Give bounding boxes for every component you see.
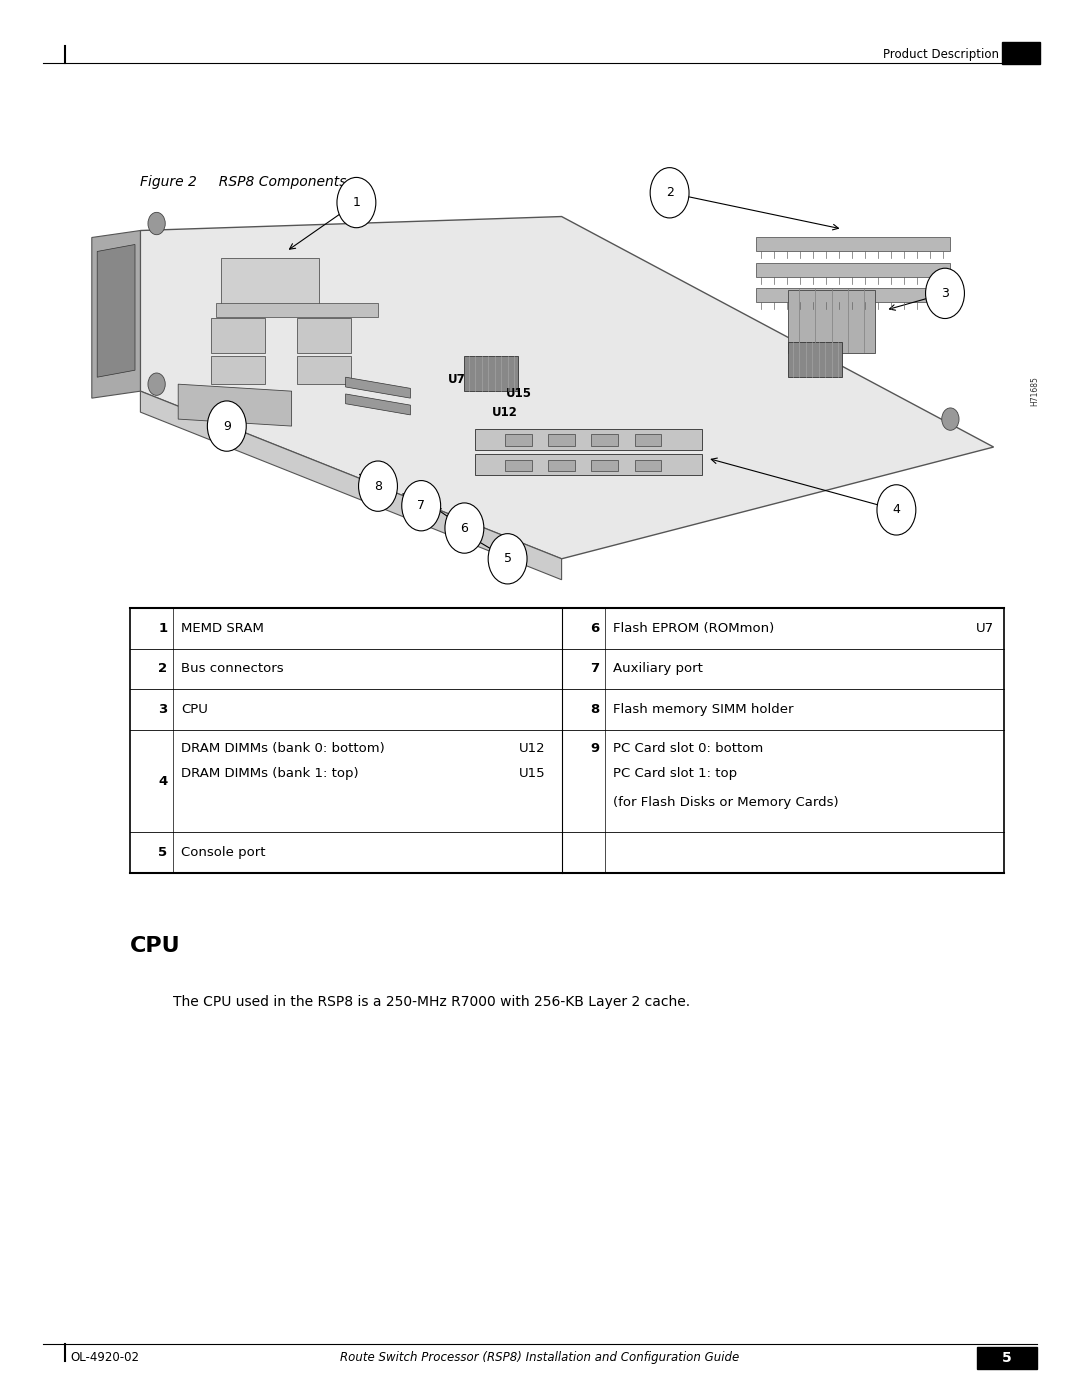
Text: 4: 4 (892, 503, 901, 517)
Text: 7: 7 (591, 662, 599, 675)
Text: PC Card slot 1: top: PC Card slot 1: top (613, 767, 738, 780)
Text: 1: 1 (352, 196, 361, 210)
Polygon shape (592, 434, 618, 446)
Text: 1: 1 (159, 622, 167, 634)
Polygon shape (92, 231, 140, 398)
Text: Product Description: Product Description (883, 47, 999, 61)
Circle shape (207, 401, 246, 451)
Polygon shape (211, 356, 265, 384)
Text: Figure 2     RSP8 Components: Figure 2 RSP8 Components (140, 175, 347, 189)
Polygon shape (504, 434, 531, 446)
Text: U15: U15 (505, 387, 531, 401)
Circle shape (650, 168, 689, 218)
Polygon shape (346, 377, 410, 398)
Text: DRAM DIMMs (bank 1: top): DRAM DIMMs (bank 1: top) (181, 767, 359, 780)
Text: OL-4920-02: OL-4920-02 (70, 1351, 139, 1365)
Text: Console port: Console port (181, 847, 266, 859)
Circle shape (359, 461, 397, 511)
Text: U12: U12 (491, 405, 517, 419)
Text: 7: 7 (417, 499, 426, 513)
Polygon shape (140, 217, 994, 559)
Text: Flash EPROM (ROMmon): Flash EPROM (ROMmon) (613, 622, 774, 634)
Text: Auxiliary port: Auxiliary port (613, 662, 703, 675)
Circle shape (445, 503, 484, 553)
Text: PC Card slot 0: bottom: PC Card slot 0: bottom (613, 742, 764, 754)
Text: 2: 2 (159, 662, 167, 675)
Polygon shape (756, 263, 950, 277)
Polygon shape (297, 319, 351, 352)
Text: 5: 5 (503, 552, 512, 566)
Polygon shape (297, 356, 351, 384)
Text: Route Switch Processor (RSP8) Installation and Configuration Guide: Route Switch Processor (RSP8) Installati… (340, 1351, 740, 1365)
Text: 8: 8 (590, 703, 599, 717)
Text: U15: U15 (518, 767, 545, 780)
Text: Flash memory SIMM holder: Flash memory SIMM holder (613, 703, 794, 717)
Polygon shape (475, 429, 702, 450)
Text: CPU: CPU (181, 703, 208, 717)
Text: 9: 9 (222, 419, 231, 433)
Polygon shape (592, 460, 618, 471)
Text: 6: 6 (590, 622, 599, 634)
Polygon shape (549, 434, 576, 446)
Polygon shape (504, 460, 531, 471)
Text: DRAM DIMMs (bank 0: bottom): DRAM DIMMs (bank 0: bottom) (181, 742, 386, 754)
Text: 5: 5 (1001, 1351, 1012, 1365)
Polygon shape (464, 356, 518, 391)
Text: Bus connectors: Bus connectors (181, 662, 284, 675)
Polygon shape (788, 291, 875, 352)
Polygon shape (475, 454, 702, 475)
Text: The CPU used in the RSP8 is a 250-MHz R7000 with 256-KB Layer 2 cache.: The CPU used in the RSP8 is a 250-MHz R7… (173, 995, 690, 1009)
Polygon shape (635, 434, 661, 446)
Polygon shape (788, 342, 842, 377)
Text: H71685: H71685 (1030, 376, 1039, 407)
Text: 5: 5 (159, 847, 167, 859)
Bar (1002, 42, 1040, 64)
Polygon shape (346, 394, 410, 415)
Polygon shape (635, 460, 661, 471)
Text: 3: 3 (158, 703, 167, 717)
Circle shape (926, 268, 964, 319)
Text: 6: 6 (460, 521, 469, 535)
Polygon shape (216, 303, 378, 317)
Text: 8: 8 (374, 479, 382, 493)
Circle shape (337, 177, 376, 228)
Circle shape (402, 481, 441, 531)
Polygon shape (97, 244, 135, 377)
Polygon shape (178, 384, 292, 426)
Text: 4: 4 (158, 775, 167, 788)
Bar (977, 1347, 1037, 1369)
Polygon shape (221, 258, 319, 314)
Text: MEMD SRAM: MEMD SRAM (181, 622, 265, 634)
Text: U7: U7 (975, 622, 994, 634)
Circle shape (488, 534, 527, 584)
Text: 3: 3 (941, 286, 949, 300)
Circle shape (148, 373, 165, 395)
Text: CPU: CPU (130, 936, 180, 956)
Polygon shape (140, 391, 562, 580)
Text: U7: U7 (448, 373, 465, 387)
Circle shape (877, 485, 916, 535)
Text: 2: 2 (665, 186, 674, 200)
Polygon shape (756, 237, 950, 251)
Text: 9: 9 (591, 742, 599, 754)
Circle shape (148, 212, 165, 235)
Text: U12: U12 (518, 742, 545, 754)
Circle shape (942, 408, 959, 430)
Polygon shape (211, 319, 265, 352)
Text: (for Flash Disks or Memory Cards): (for Flash Disks or Memory Cards) (613, 796, 839, 809)
Polygon shape (756, 288, 950, 302)
Polygon shape (549, 460, 576, 471)
